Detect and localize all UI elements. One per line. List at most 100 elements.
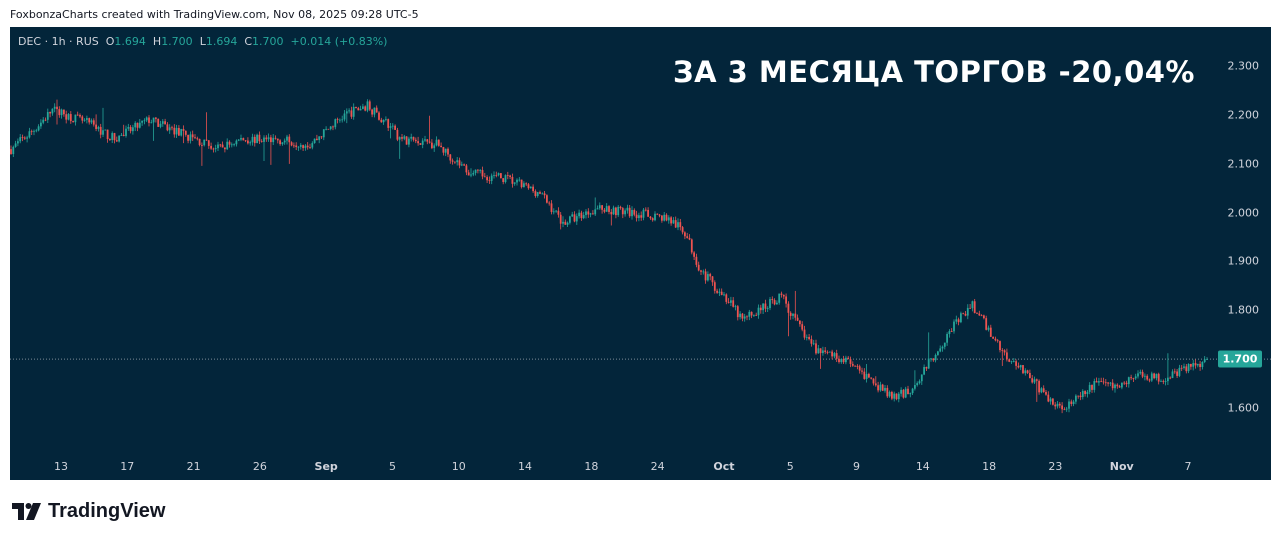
- candle: [403, 134, 406, 141]
- candle: [734, 304, 737, 311]
- candle: [562, 216, 564, 228]
- candle: [479, 169, 482, 174]
- candle: [283, 138, 286, 145]
- price-tick-label: 1.800: [1227, 303, 1260, 317]
- last-price-badge: 1.700: [1218, 350, 1262, 368]
- candle: [571, 211, 574, 217]
- candle: [332, 125, 334, 131]
- candle: [845, 355, 847, 365]
- candle: [1035, 378, 1038, 402]
- candle: [500, 173, 502, 179]
- candle: [1201, 361, 1204, 370]
- candle: [302, 144, 304, 151]
- candle: [1079, 391, 1082, 401]
- candle: [828, 351, 831, 353]
- candle: [651, 217, 654, 222]
- candle: [610, 209, 613, 226]
- symbol-label[interactable]: DEC · 1h · RUS: [18, 35, 99, 48]
- candle: [649, 216, 652, 220]
- candle: [638, 212, 640, 222]
- candle: [1176, 368, 1178, 379]
- candle: [874, 376, 877, 387]
- candle: [454, 161, 456, 164]
- candle: [851, 361, 854, 367]
- candle: [661, 215, 663, 223]
- candle: [136, 122, 139, 132]
- candle: [129, 125, 132, 134]
- candle: [587, 208, 590, 218]
- candle: [900, 387, 902, 397]
- candle: [594, 197, 597, 217]
- candle: [132, 124, 134, 135]
- candle: [219, 143, 222, 148]
- candle: [1042, 385, 1045, 393]
- candle: [605, 203, 608, 212]
- candle: [1006, 348, 1008, 362]
- candle: [433, 143, 436, 152]
- candle: [180, 128, 183, 137]
- candle: [1194, 359, 1197, 369]
- candle: [1148, 378, 1151, 383]
- candle: [495, 171, 498, 178]
- candle: [1017, 362, 1020, 369]
- candle: [564, 219, 567, 225]
- candle: [1077, 395, 1080, 399]
- candle: [247, 137, 249, 145]
- candle: [1012, 358, 1015, 363]
- candle: [189, 131, 192, 144]
- candle: [750, 311, 753, 319]
- candle: [444, 148, 447, 157]
- candle: [764, 299, 767, 313]
- candle: [1031, 375, 1034, 384]
- candle: [348, 108, 350, 114]
- candle: [1153, 372, 1155, 380]
- candle: [460, 161, 463, 167]
- close-value: 1.700: [252, 35, 284, 48]
- candle: [297, 146, 300, 151]
- candle: [953, 319, 955, 334]
- candle: [1130, 374, 1132, 381]
- candle: [95, 114, 97, 132]
- candle: [60, 108, 63, 119]
- candle: [704, 268, 707, 284]
- chart-panel[interactable]: DEC · 1h · RUS O1.694 H1.700 L1.694 C1.7…: [10, 27, 1271, 480]
- candle: [198, 138, 201, 147]
- candle: [424, 135, 426, 142]
- candle: [1132, 377, 1135, 382]
- candle: [923, 364, 925, 376]
- candle: [1054, 402, 1057, 410]
- candle: [766, 306, 769, 313]
- candle: [536, 191, 539, 198]
- candle: [592, 210, 594, 215]
- candle: [88, 117, 91, 125]
- candle: [226, 138, 229, 150]
- candle: [421, 138, 424, 149]
- candle: [281, 142, 284, 146]
- candle: [1098, 377, 1100, 386]
- candle: [343, 109, 346, 122]
- candle: [670, 216, 672, 226]
- candle: [1045, 389, 1047, 396]
- candle: [596, 205, 599, 210]
- candle: [118, 135, 120, 143]
- candle: [1075, 394, 1077, 405]
- candle: [102, 107, 104, 138]
- candle: [221, 141, 224, 148]
- candle: [700, 269, 702, 275]
- candle: [1010, 360, 1013, 365]
- candle: [1125, 380, 1128, 388]
- candle: [727, 298, 730, 304]
- time-tick-label: 14: [915, 460, 930, 473]
- time-tick-label: 5: [388, 460, 396, 473]
- candle: [442, 146, 445, 156]
- time-tick-label: 14: [518, 460, 533, 473]
- candle: [207, 140, 210, 149]
- candle: [210, 142, 212, 150]
- candle: [543, 191, 546, 199]
- candle: [481, 166, 484, 180]
- candle: [230, 142, 233, 148]
- time-tick-label: 23: [1048, 460, 1063, 473]
- candle: [244, 139, 247, 143]
- candle: [624, 208, 626, 217]
- tradingview-brand[interactable]: TradingView: [12, 500, 165, 523]
